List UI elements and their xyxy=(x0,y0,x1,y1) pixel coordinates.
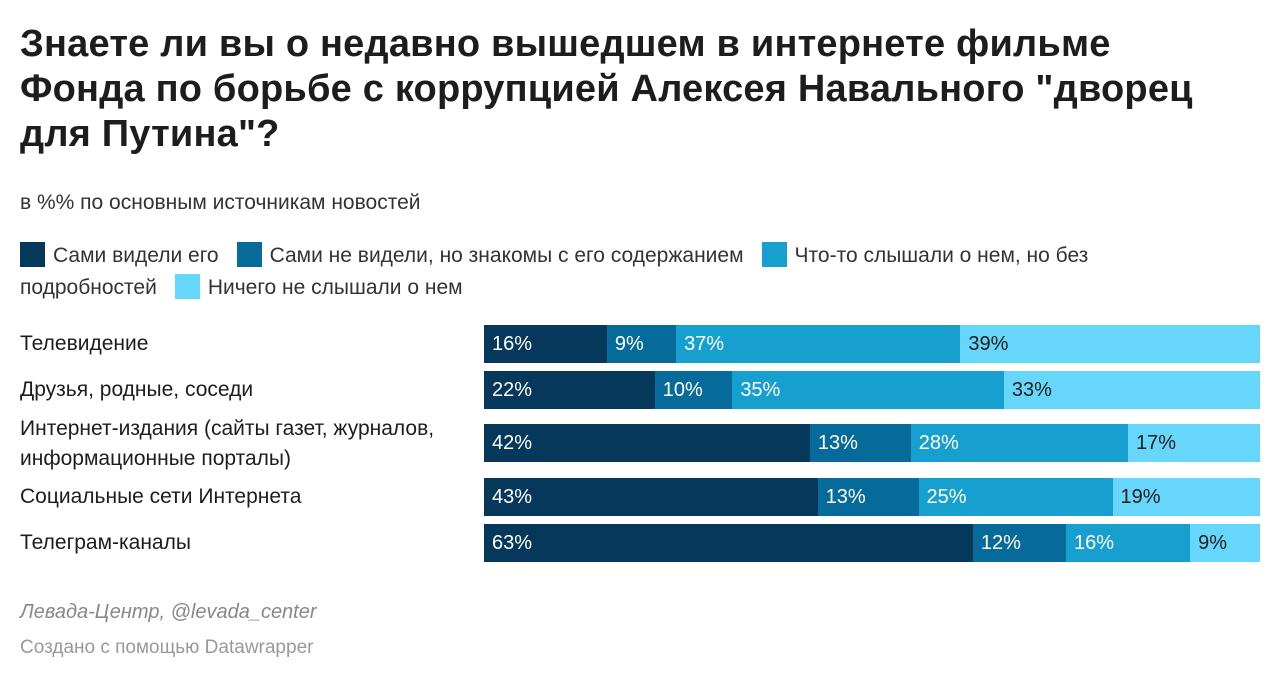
data-label: 16% xyxy=(1073,532,1115,554)
legend-label: Что-то слышали о нем, но без подробносте… xyxy=(20,244,1089,299)
data-label: 19% xyxy=(1120,486,1161,508)
legend-label: Ничего не слышали о нем xyxy=(207,276,463,299)
bar-segment: 16% xyxy=(1065,524,1191,562)
data-label: 43% xyxy=(492,486,533,508)
data-label: 25% xyxy=(926,486,967,508)
bar-segment: 43% xyxy=(484,478,818,516)
category-label: Телевидение xyxy=(20,332,149,355)
data-label: 13% xyxy=(817,432,858,454)
data-label: 39% xyxy=(968,333,1009,355)
data-label: 28% xyxy=(918,432,959,454)
data-label: 13% xyxy=(825,486,866,508)
category-label: Интернет-издания (сайты газет, журналов,… xyxy=(20,417,435,470)
data-label: 63% xyxy=(492,532,533,554)
legend-swatch xyxy=(174,274,200,299)
data-label: 35% xyxy=(740,379,781,401)
bar-row: 43% 13% 25% 19% xyxy=(484,478,1260,516)
legend-item: Что-то слышали о нем, но без подробносте… xyxy=(20,242,1089,299)
bar-row: 16% 9% 37% 39% xyxy=(484,325,1260,363)
legend-swatch xyxy=(236,242,262,267)
data-label: 37% xyxy=(684,333,725,355)
legend-label: Сами не видели, но знакомы с его содержа… xyxy=(269,244,744,267)
data-label: 42% xyxy=(492,432,533,454)
bar-row: 42% 13% 28% 17% xyxy=(484,424,1260,462)
legend-item: Сами не видели, но знакомы с его содержа… xyxy=(236,242,744,267)
bar-segment: 9% xyxy=(1190,524,1260,562)
data-label: 9% xyxy=(614,333,644,355)
bar-segment: 16% xyxy=(484,325,607,363)
bar-row: 63% 12% 16% 9% xyxy=(484,524,1260,562)
bar-segment: 25% xyxy=(918,478,1113,516)
source-note: Левада-Центр, @levada_center xyxy=(20,601,317,623)
bar-segment: 39% xyxy=(960,325,1260,363)
bar-segment: 22% xyxy=(484,371,655,409)
chart-legend: Сами видели его Сами не видели, но знаком… xyxy=(20,240,1200,304)
bar-segment: 33% xyxy=(1003,371,1260,409)
chart-subtitle: в %% по основным источникам новостей xyxy=(20,191,421,214)
bar-segment: 10% xyxy=(654,371,733,409)
credit-note: Создано с помощью Datawrapper xyxy=(20,637,314,658)
data-label: 16% xyxy=(492,333,533,355)
bar-segment: 17% xyxy=(1128,424,1260,462)
chart-title: Знаете ли вы о недавно вышедшем в интерн… xyxy=(20,23,1193,155)
data-label: 10% xyxy=(662,379,703,401)
data-label: 9% xyxy=(1198,532,1228,554)
legend-item: Сами видели его xyxy=(20,242,219,267)
bar-segment: 37% xyxy=(676,325,961,363)
data-label: 22% xyxy=(492,379,533,401)
data-label: 33% xyxy=(1011,379,1052,401)
bar-segment: 9% xyxy=(606,325,677,363)
legend-label: Сами видели его xyxy=(53,244,219,267)
bar-segment: 28% xyxy=(910,424,1129,462)
bar-segment: 13% xyxy=(809,424,911,462)
category-label: Друзья, родные, соседи xyxy=(20,378,254,401)
bar-segment: 35% xyxy=(732,371,1004,409)
bar-row: 22% 10% 35% 33% xyxy=(484,371,1260,409)
bar-segment: 12% xyxy=(972,524,1066,562)
legend-item: Ничего не слышали о нем xyxy=(174,274,463,299)
legend-swatch xyxy=(761,242,787,267)
category-label: Социальные сети Интернета xyxy=(20,485,302,508)
data-label: 17% xyxy=(1136,432,1177,454)
bar-segment: 42% xyxy=(484,424,810,462)
data-label: 12% xyxy=(980,532,1021,554)
category-label: Телеграм-каналы xyxy=(20,531,191,554)
bar-segment: 63% xyxy=(484,524,973,562)
bar-segment: 19% xyxy=(1112,478,1260,516)
legend-swatch xyxy=(20,242,45,267)
bar-segment: 13% xyxy=(817,478,919,516)
